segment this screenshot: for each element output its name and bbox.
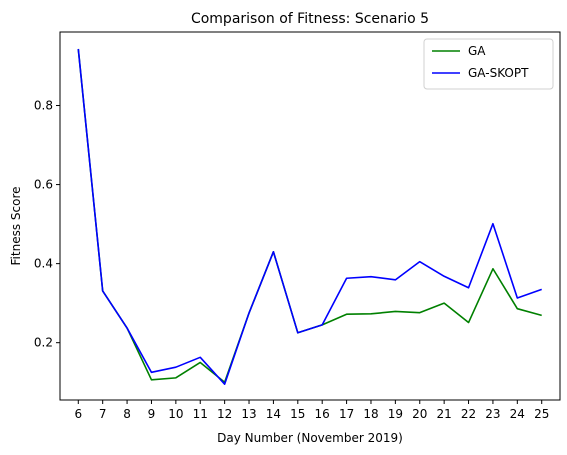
legend-box [423, 38, 554, 90]
series-line-ga-skopt [77, 48, 542, 385]
y-tick-label: 0.4 [34, 257, 53, 271]
plot-frame [59, 31, 561, 401]
x-tick-label: 23 [485, 407, 500, 421]
y-axis-label: Fitness Score [9, 187, 23, 266]
legend-entry: GA [468, 44, 486, 58]
x-tick-label: 21 [437, 407, 452, 421]
x-tick-label: 18 [363, 407, 378, 421]
y-tick-label: 0.6 [34, 178, 53, 192]
y-tick-label: 0.8 [34, 99, 53, 113]
x-tick-label: 25 [534, 407, 549, 421]
x-tick-label: 7 [99, 407, 107, 421]
legend: GA GA-SKOPT [423, 38, 554, 90]
x-axis-label: Day Number (November 2019) [217, 431, 403, 445]
series-layer [77, 48, 542, 385]
x-tick-label: 13 [241, 407, 256, 421]
series-line-ga [77, 48, 542, 384]
x-tick-label: 20 [412, 407, 427, 421]
x-axis-ticks: 6 7 8 9 10 11 12 13 14 15 16 17 18 19 20 21 22 23 24 25 [74, 400, 549, 421]
x-tick-label: 14 [266, 407, 281, 421]
y-tick-label: 0.2 [34, 336, 53, 350]
x-tick-label: 22 [461, 407, 476, 421]
x-tick-label: 16 [315, 407, 330, 421]
legend-entry: GA-SKOPT [468, 66, 529, 80]
chart-title: Comparison of Fitness: Scenario 5 [191, 11, 429, 27]
x-tick-label: 8 [123, 407, 131, 421]
x-tick-label: 9 [148, 407, 156, 421]
x-tick-label: 10 [168, 407, 183, 421]
x-tick-label: 12 [217, 407, 232, 421]
x-tick-label: 6 [74, 407, 82, 421]
y-axis-ticks: 0.2 0.4 0.6 0.8 [34, 99, 60, 350]
x-tick-label: 19 [388, 407, 403, 421]
x-tick-label: 11 [193, 407, 208, 421]
x-tick-label: 24 [510, 407, 525, 421]
x-tick-label: 17 [339, 407, 354, 421]
x-tick-label: 15 [290, 407, 305, 421]
plot-area [59, 31, 561, 401]
